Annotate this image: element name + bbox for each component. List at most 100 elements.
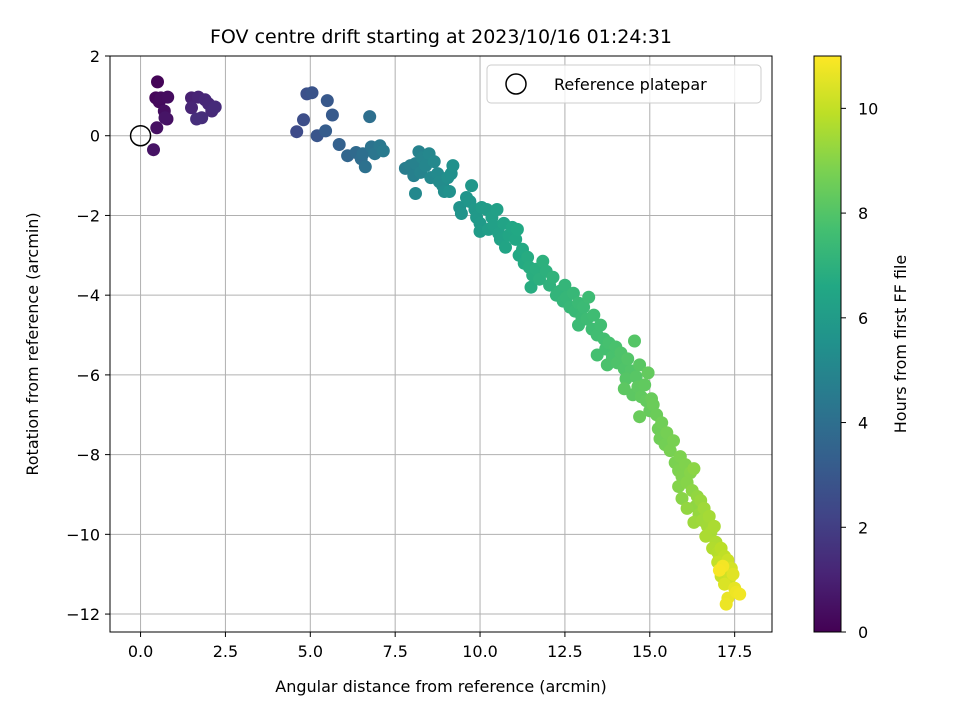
y-tick-label: −12 [66, 605, 100, 624]
data-point [646, 398, 660, 412]
x-tick-label: 15.0 [632, 642, 668, 661]
data-point [325, 108, 339, 122]
colorbar: 0 2 4 6 8 10 Hours from first FF file [813, 55, 910, 642]
data-point [566, 286, 580, 300]
data-point [524, 280, 538, 294]
data-point [675, 492, 689, 505]
legend: Reference platepar [486, 64, 762, 104]
data-point [158, 111, 172, 125]
data-point [536, 254, 550, 268]
data-point [712, 563, 726, 577]
data-point [510, 222, 524, 236]
data-point [546, 270, 560, 284]
data-point [702, 509, 716, 523]
legend-label-reference: Reference platepar [554, 75, 707, 94]
data-point [594, 318, 608, 332]
data-point [319, 124, 333, 138]
data-point [443, 185, 456, 198]
data-point [297, 113, 310, 127]
y-tick-label: 0 [90, 127, 100, 146]
data-point [358, 160, 372, 174]
colorbar-tick-label: 6 [858, 309, 868, 328]
data-point [638, 378, 652, 392]
y-axis-ticks: 2 0 −2 −4 −6 −8 −10 −12 [66, 47, 110, 624]
data-point [332, 138, 346, 151]
data-point [446, 159, 460, 173]
data-point [427, 155, 441, 169]
y-tick-label: −8 [76, 446, 100, 465]
data-point [499, 240, 512, 254]
legend-box [486, 64, 762, 104]
colorbar-tick-label: 0 [858, 623, 868, 642]
data-point [619, 372, 633, 386]
legend-marker-reference [505, 73, 527, 95]
colorbar-tick-label: 2 [858, 518, 868, 537]
data-point [190, 112, 204, 126]
x-axis-ticks: 0.0 2.5 5.0 7.5 10.0 12.5 15.0 17.5 [128, 632, 753, 661]
x-tick-label: 17.5 [717, 642, 753, 661]
data-point [687, 462, 701, 476]
data-point [161, 90, 175, 104]
data-point [600, 358, 614, 372]
colorbar-label: Hours from first FF file [891, 255, 910, 434]
data-point [582, 290, 596, 304]
data-point [629, 370, 643, 384]
data-point [150, 121, 164, 135]
data-point [641, 366, 655, 380]
data-point [655, 416, 669, 430]
y-axis-label: Rotation from reference (arcmin) [23, 212, 42, 475]
plot-frame [109, 55, 773, 633]
y-tick-label: −2 [76, 206, 100, 225]
x-axis-label: Angular distance from reference (arcmin) [275, 677, 606, 696]
x-tick-label: 5.0 [298, 642, 323, 661]
x-tick-label: 2.5 [213, 642, 238, 661]
chart-title: FOV centre drift starting at 2023/10/16 … [210, 26, 672, 48]
data-point [733, 587, 747, 601]
data-point [633, 410, 647, 424]
data-point [719, 597, 733, 611]
data-point [376, 144, 390, 158]
data-point [465, 179, 479, 193]
data-point [454, 207, 468, 220]
x-tick-label: 12.5 [547, 642, 583, 661]
data-point [521, 250, 535, 264]
data-point [667, 434, 680, 448]
data-point [320, 94, 334, 108]
x-tick-label: 7.5 [382, 642, 407, 661]
data-point [558, 278, 572, 292]
data-point [718, 577, 731, 591]
data-point [707, 519, 721, 533]
y-tick-label: 2 [90, 47, 100, 66]
colorbar-tick-label: 10 [858, 99, 878, 118]
scatter-points [147, 75, 747, 611]
y-tick-label: −4 [76, 286, 100, 305]
data-point [633, 358, 647, 372]
y-tick-label: −10 [66, 525, 100, 544]
data-point [305, 86, 319, 100]
data-point [587, 308, 601, 322]
data-point [628, 334, 641, 348]
data-point [680, 501, 694, 515]
colorbar-gradient [813, 55, 842, 633]
data-point [490, 203, 504, 216]
data-point [185, 101, 198, 115]
colorbar-tick-label: 4 [858, 414, 868, 433]
data-point [147, 143, 160, 157]
data-point [699, 529, 713, 543]
data-point [208, 100, 222, 114]
data-point [290, 125, 304, 139]
reference-marker [129, 124, 152, 147]
data-point [363, 110, 377, 124]
data-point [409, 187, 422, 200]
data-point [621, 352, 635, 366]
y-tick-label: −6 [76, 366, 100, 385]
colorbar-ticks: 0 2 4 6 8 10 [841, 99, 878, 642]
x-tick-label: 10.0 [462, 642, 498, 661]
colorbar-tick-label: 8 [858, 204, 868, 223]
data-point [509, 232, 523, 246]
data-point [577, 300, 591, 314]
data-point [726, 567, 740, 581]
x-tick-label: 0.0 [128, 642, 153, 661]
data-point [663, 444, 677, 458]
